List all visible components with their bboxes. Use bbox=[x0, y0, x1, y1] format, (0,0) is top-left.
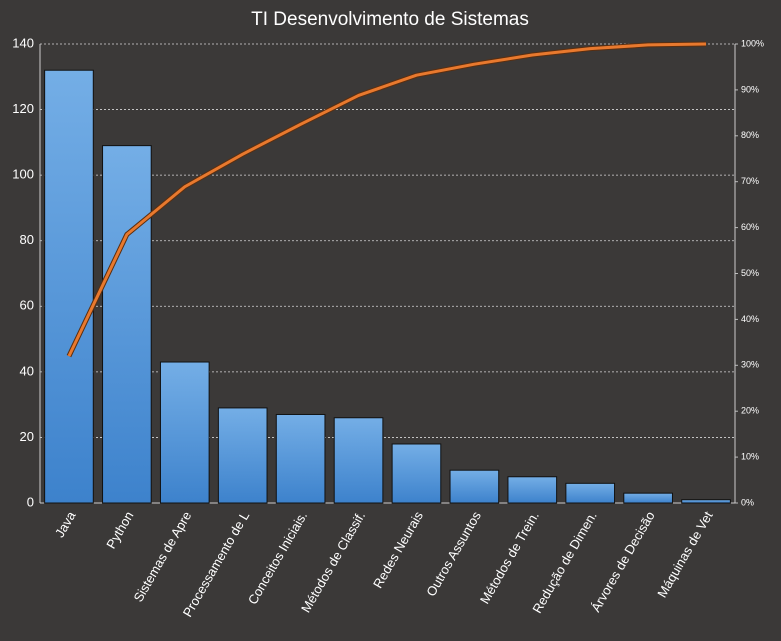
y2-tick-label: 40% bbox=[741, 314, 759, 324]
y2-tick-label: 80% bbox=[741, 130, 759, 140]
x-tick-label: Métodos de Trein. bbox=[477, 509, 542, 607]
y-tick-label: 120 bbox=[12, 101, 34, 116]
y2-tick-label: 50% bbox=[741, 268, 759, 278]
bar bbox=[507, 476, 558, 504]
bar bbox=[44, 69, 94, 504]
bar bbox=[449, 469, 500, 504]
x-tick-label: Processamento de L bbox=[180, 509, 253, 620]
y2-tick-label: 70% bbox=[741, 176, 759, 186]
x-tick-label: Métodos de Classif. bbox=[298, 509, 368, 615]
x-tick-label: Python bbox=[103, 509, 136, 552]
bar bbox=[333, 417, 384, 504]
bar bbox=[681, 499, 731, 504]
y2-tick-label: 0% bbox=[741, 497, 754, 507]
x-tick-label: Outros Assuntos bbox=[423, 508, 484, 599]
bar bbox=[623, 492, 673, 504]
x-tick-label: Redução de Dimen. bbox=[529, 509, 599, 616]
y2-tick-label: 100% bbox=[741, 38, 764, 48]
bar bbox=[159, 361, 210, 504]
x-tick-label: Árvores de Decisão bbox=[588, 509, 658, 615]
bar bbox=[565, 482, 616, 504]
y-tick-label: 140 bbox=[12, 35, 34, 50]
line bbox=[67, 42, 707, 357]
x-tick-label: Java bbox=[52, 508, 79, 540]
y2-tick-label: 30% bbox=[741, 360, 759, 370]
y-tick-label: 40 bbox=[20, 363, 34, 378]
bar bbox=[217, 407, 268, 504]
y2-tick-label: 10% bbox=[741, 451, 759, 461]
x-tick-label: Redes Neurais bbox=[370, 508, 426, 590]
bar bbox=[275, 413, 326, 504]
y2-tick-label: 60% bbox=[741, 222, 759, 232]
y-tick-label: 0 bbox=[27, 494, 34, 509]
x-tick-label: Conceitos Iniciais. bbox=[245, 509, 310, 607]
x-tick-label: Sistemas de Apre bbox=[130, 509, 194, 605]
y-tick-label: 20 bbox=[20, 429, 34, 444]
bar bbox=[102, 145, 152, 504]
chart-title: TI Desenvolvimento de Sistemas bbox=[251, 9, 529, 30]
x-tick-label: Máquinas de Vet bbox=[654, 508, 716, 600]
y2-tick-label: 20% bbox=[741, 406, 759, 416]
y-tick-label: 60 bbox=[20, 298, 34, 313]
y-tick-label: 80 bbox=[20, 232, 34, 247]
line-shadow bbox=[66, 41, 707, 358]
y2-tick-label: 90% bbox=[741, 84, 759, 94]
y-tick-label: 100 bbox=[12, 167, 34, 182]
bar bbox=[391, 443, 442, 504]
